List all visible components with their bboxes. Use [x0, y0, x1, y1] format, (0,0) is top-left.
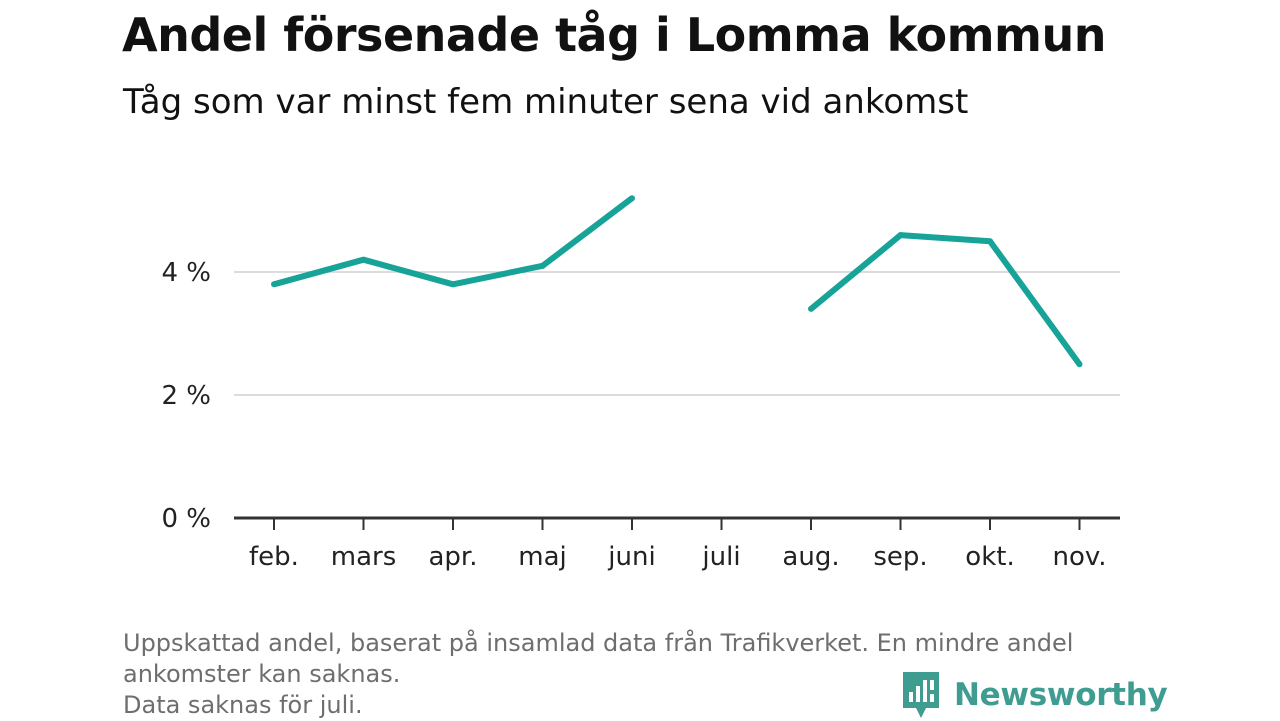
x-tick-label: juni [607, 542, 655, 572]
series-lines [271, 195, 1083, 368]
brand-name: Newsworthy [954, 677, 1168, 713]
x-tick-label: aug. [782, 542, 839, 572]
footnote-line-1: Uppskattad andel, baserat på insamlad da… [123, 629, 1074, 657]
x-tick-label: mars [331, 542, 397, 572]
y-tick-label: 0 % [161, 504, 211, 534]
y-axis-labels: 0 % 2 % 4 % [161, 258, 211, 534]
y-tick-label: 4 % [161, 258, 211, 288]
newsworthy-logo: Newsworthy [900, 670, 1168, 720]
data-point [1076, 361, 1083, 368]
y-tick-label: 2 % [161, 381, 211, 411]
data-point [987, 238, 993, 245]
chart-subtitle: Tåg som var minst fem minuter sena vid a… [123, 82, 969, 122]
footnote: Uppskattad andel, baserat på insamlad da… [123, 628, 1163, 721]
x-tick-label: juli [701, 542, 740, 572]
newsworthy-bar-chart-icon [903, 672, 939, 718]
gridlines [234, 271, 1120, 396]
chart-title: Andel försenade tåg i Lomma kommun [122, 8, 1106, 62]
x-tick-label: apr. [428, 542, 477, 572]
x-axis [234, 516, 1120, 530]
x-tick-label: sep. [873, 542, 927, 572]
x-tick-label: feb. [249, 542, 299, 572]
data-point [897, 232, 904, 239]
data-point [360, 256, 367, 263]
data-point [539, 262, 546, 269]
x-axis-labels: feb. mars apr. maj juni juli aug. sep. okt. nov. [249, 542, 1106, 572]
series-line-segment [809, 232, 1082, 367]
footnote-line-2: ankomster kan saknas. [123, 660, 401, 688]
data-point [271, 281, 277, 288]
data-point [450, 281, 456, 288]
x-tick-label: nov. [1052, 542, 1106, 572]
data-point [808, 305, 814, 312]
footnote-line-3: Data saknas för juli. [123, 691, 363, 719]
x-tick-label: maj [518, 542, 566, 572]
data-point [629, 195, 635, 202]
x-tick-label: okt. [965, 542, 1014, 572]
